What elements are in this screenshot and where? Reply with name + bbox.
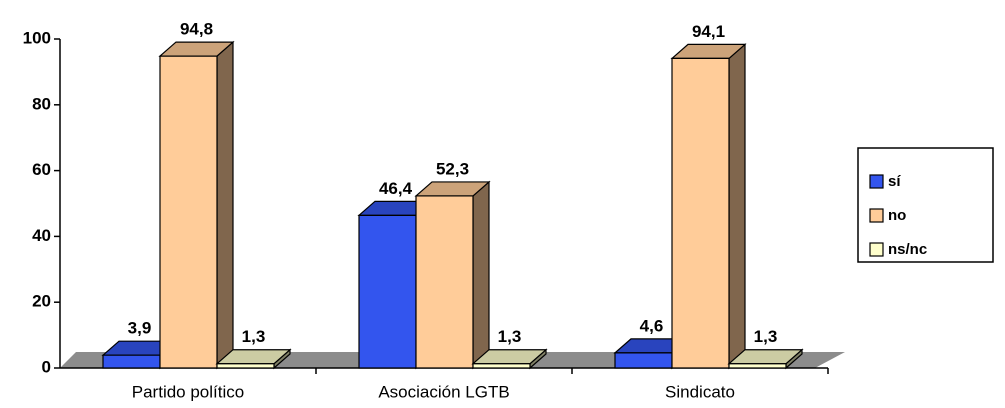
data-label: 52,3 bbox=[436, 159, 469, 178]
data-label: 3,9 bbox=[128, 319, 152, 338]
data-label: 94,1 bbox=[692, 22, 725, 41]
bar bbox=[727, 348, 804, 370]
y-tick-label: 20 bbox=[32, 292, 51, 311]
bar-front bbox=[671, 57, 730, 369]
x-tick-label: Sindicato bbox=[665, 382, 735, 401]
bar-front bbox=[159, 55, 218, 369]
legend-label: ns/nc bbox=[888, 241, 927, 258]
y-tick-label: 100 bbox=[23, 28, 51, 47]
bar bbox=[215, 348, 292, 370]
x-tick-label: Partido político bbox=[132, 382, 244, 401]
bar-front bbox=[472, 363, 531, 369]
bar-side bbox=[472, 180, 490, 370]
legend-swatch bbox=[869, 242, 884, 257]
bar-front bbox=[358, 214, 417, 369]
data-label: 4,6 bbox=[640, 316, 664, 335]
y-tick-label: 40 bbox=[32, 226, 51, 245]
bar-front bbox=[728, 363, 787, 369]
y-tick-label: 60 bbox=[32, 160, 51, 179]
bar-front bbox=[614, 352, 673, 369]
y-tick-label: 0 bbox=[42, 357, 51, 376]
bar-front bbox=[216, 363, 275, 369]
bar-front bbox=[415, 195, 474, 369]
data-label: 1,3 bbox=[242, 327, 266, 346]
data-label: 1,3 bbox=[498, 327, 522, 346]
bar-side bbox=[728, 43, 746, 370]
data-label: 1,3 bbox=[754, 327, 778, 346]
legend-swatch bbox=[869, 174, 884, 189]
bar bbox=[670, 43, 747, 370]
legend-swatch bbox=[869, 208, 884, 223]
bar bbox=[471, 348, 548, 370]
x-tick-label: Asociación LGTB bbox=[378, 382, 509, 401]
data-label: 46,4 bbox=[379, 179, 413, 198]
data-label: 94,8 bbox=[180, 20, 213, 39]
legend-label: no bbox=[888, 207, 906, 224]
bar-front bbox=[102, 354, 161, 369]
y-tick-label: 80 bbox=[32, 94, 51, 113]
legend-label: sí bbox=[888, 173, 901, 190]
bar bbox=[158, 40, 235, 370]
bar bbox=[414, 180, 491, 370]
bar-side bbox=[216, 40, 234, 370]
